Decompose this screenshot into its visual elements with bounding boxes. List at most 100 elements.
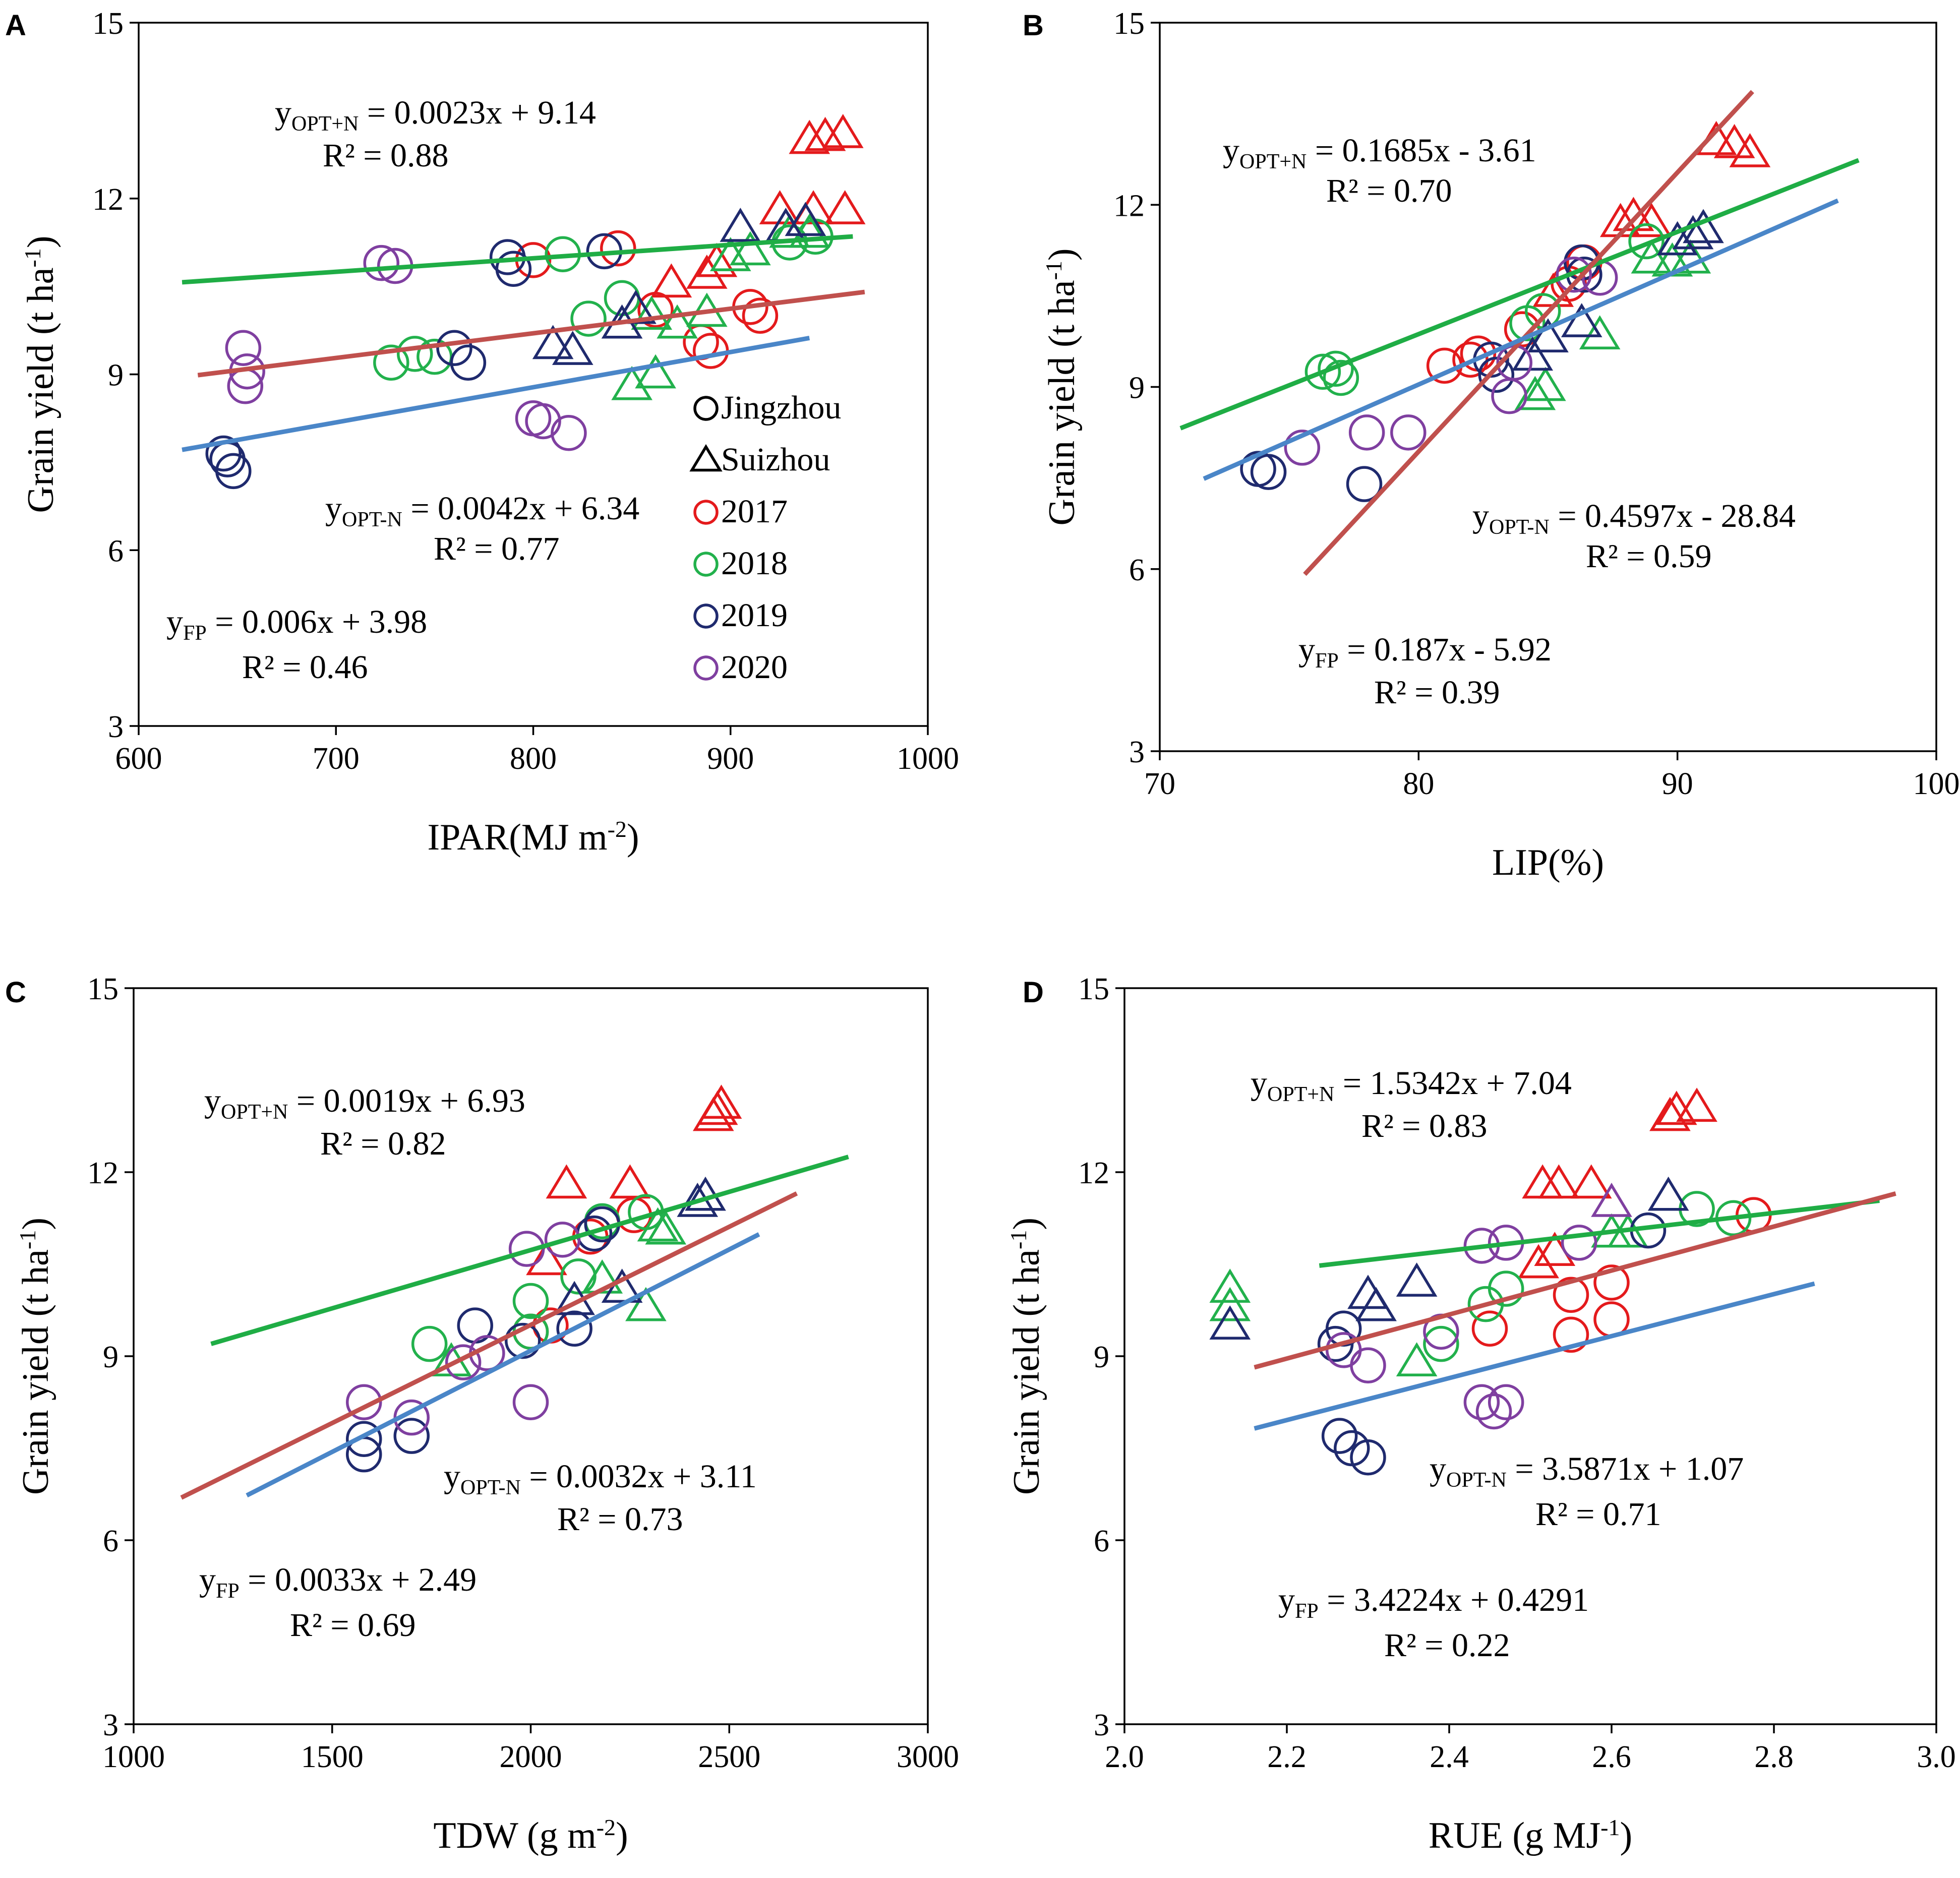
data-point-suizhou-2017 xyxy=(789,119,830,154)
data-point-suizhou-2017 xyxy=(546,1164,587,1199)
data-point-suizhou-2017 xyxy=(1631,203,1673,237)
data-point-jingzhou-2018 xyxy=(411,1325,448,1362)
data-point-suizhou-2019 xyxy=(1355,1287,1397,1321)
y-tick-label: 15 xyxy=(1113,7,1145,41)
data-point-jingzhou-2020 xyxy=(1284,430,1321,466)
x-tick-label: 1000 xyxy=(102,1740,165,1774)
fit-line-opt-n xyxy=(197,289,865,378)
data-point-jingzhou-2018 xyxy=(373,344,409,381)
data-point-jingzhou-2020 xyxy=(1488,1384,1524,1420)
data-point-jingzhou-2020 xyxy=(1350,1347,1386,1383)
data-point-suizhou-2019 xyxy=(720,207,761,242)
legend-marker-circle xyxy=(693,500,719,525)
data-point-jingzhou-2020 xyxy=(551,415,587,451)
data-point-jingzhou-2018 xyxy=(1423,1325,1459,1362)
data-point-jingzhou-2018 xyxy=(1323,359,1359,396)
fit-line-optplusn xyxy=(1319,1198,1880,1268)
fit-line-opt-n xyxy=(1254,1191,1896,1370)
data-point-suizhou-2017 xyxy=(526,1241,567,1276)
r2-label: R² = 0.73 xyxy=(557,1501,683,1538)
data-point-jingzhou-2019 xyxy=(215,453,252,490)
r2-label: R² = 0.71 xyxy=(1535,1496,1661,1533)
data-point-suizhou-2017 xyxy=(1676,1087,1717,1122)
data-point-suizhou-2018 xyxy=(631,295,673,330)
data-point-jingzhou-2020 xyxy=(1556,256,1592,293)
data-point-jingzhou-2018 xyxy=(1318,350,1354,387)
panel-letter: A xyxy=(5,9,26,42)
x-tick-label: 2.0 xyxy=(1105,1740,1144,1774)
y-tick-label: 6 xyxy=(1094,1524,1109,1558)
data-point-suizhou-2020 xyxy=(1591,1182,1632,1217)
data-point-jingzhou-2017 xyxy=(600,230,636,267)
fit-line-fp xyxy=(182,335,810,452)
data-point-jingzhou-2017 xyxy=(742,297,779,334)
data-point-suizhou-2017 xyxy=(1649,1097,1691,1131)
data-point-suizhou-2017 xyxy=(822,113,864,148)
data-point-suizhou-2018 xyxy=(1525,367,1566,401)
y-tick-label: 15 xyxy=(87,972,118,1006)
fit-line-fp xyxy=(246,1232,760,1498)
fit-line-opt-n xyxy=(1303,90,1754,576)
data-point-jingzhou-2019 xyxy=(505,1322,541,1359)
y-tick-label: 15 xyxy=(1078,972,1109,1006)
y-tick-label: 9 xyxy=(108,358,124,393)
panel-b: B 3 6 9 12 15 70 80 90 100 LIP(%) Grain yield (t ha… xyxy=(1023,7,1960,883)
y-tick-label: 3 xyxy=(108,710,124,744)
x-axis-label: LIP(%) xyxy=(1492,842,1604,883)
x-axis-label: IPAR(MJ m-2) xyxy=(427,816,639,859)
equation-label: yFP = 0.187x - 5.92 xyxy=(1298,631,1552,673)
fit-line-opt-n xyxy=(180,1191,798,1500)
x-tick-label: 90 xyxy=(1662,767,1693,801)
x-tick-label: 700 xyxy=(313,742,360,776)
y-tick-label: 6 xyxy=(103,1524,118,1558)
fit-line-optplusn xyxy=(182,234,853,285)
data-point-suizhou-2017 xyxy=(696,243,738,277)
y-axis-label: Grain yield (t ha-1) xyxy=(1005,1218,1048,1495)
y-tick-label: 12 xyxy=(92,183,124,217)
fit-line-optplusn xyxy=(210,1155,849,1346)
y-axis-label: Grain yield (t ha-1) xyxy=(1041,249,1083,526)
data-point-jingzhou-2020 xyxy=(1561,1225,1597,1261)
panel-d: D 3 6 9 12 15 2.0 2.2 2.4 2.6 2.8 3.0 RUE (g MJ-1) Gr… xyxy=(1005,972,1956,1856)
data-point-jingzhou-2018 xyxy=(397,336,433,372)
equation-label: yOPT+N = 1.5342x + 7.04 xyxy=(1251,1065,1572,1106)
y-tick-label: 3 xyxy=(103,1708,118,1742)
data-point-suizhou-2018 xyxy=(730,231,771,266)
data-point-suizhou-2017 xyxy=(1518,1244,1559,1279)
r2-label: R² = 0.59 xyxy=(1586,538,1712,575)
equation-label: yOPT-N = 3.5871x + 1.07 xyxy=(1430,1450,1744,1492)
equation-label: yOPT-N = 0.4597x - 28.84 xyxy=(1472,498,1796,539)
data-point-jingzhou-2019 xyxy=(495,251,532,287)
data-point-suizhou-2017 xyxy=(686,254,728,289)
x-tick-label: 1000 xyxy=(897,742,959,776)
y-tick-label: 12 xyxy=(1113,189,1145,223)
x-tick-label: 2500 xyxy=(698,1740,760,1774)
data-point-suizhou-2018 xyxy=(625,1287,667,1321)
data-point-suizhou-2018 xyxy=(1579,315,1621,350)
data-point-jingzhou-2018 xyxy=(570,300,607,337)
data-point-suizhou-2018 xyxy=(1670,239,1711,274)
legend-label: 2018 xyxy=(721,545,788,582)
fit-line-fp xyxy=(1254,1281,1815,1431)
data-point-suizhou-2019 xyxy=(1512,336,1554,371)
data-point-suizhou-2019 xyxy=(1527,318,1569,353)
data-point-suizhou-2019 xyxy=(552,331,593,365)
r2-label: R² = 0.88 xyxy=(323,137,449,174)
fit-lines xyxy=(180,1155,849,1500)
data-point-suizhou-2017 xyxy=(609,1164,651,1199)
data-point-jingzhou-2018 xyxy=(1628,223,1665,260)
r2-label: R² = 0.39 xyxy=(1374,674,1500,711)
data-point-suizhou-2019 xyxy=(532,325,574,359)
x-tick-label: 70 xyxy=(1144,767,1175,801)
data-points xyxy=(1240,120,1771,502)
data-point-jingzhou-2020 xyxy=(512,1384,549,1420)
x-tick-label: 1500 xyxy=(301,1740,364,1774)
data-point-jingzhou-2019 xyxy=(556,1310,592,1347)
y-axis-label: Grain yield (t ha-1) xyxy=(20,236,62,513)
data-point-jingzhou-2017 xyxy=(1553,1277,1589,1313)
r2-label: R² = 0.70 xyxy=(1326,172,1452,209)
x-tick-label: 2.6 xyxy=(1592,1740,1631,1774)
data-point-jingzhou-2019 xyxy=(1346,466,1383,502)
data-point-suizhou-2017 xyxy=(1570,1164,1612,1199)
